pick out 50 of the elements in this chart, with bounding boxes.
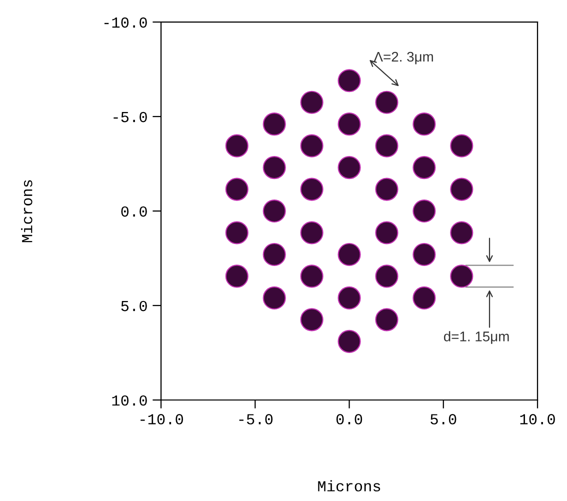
point [338, 112, 361, 136]
point [262, 242, 286, 266]
point [338, 69, 361, 92]
point [412, 199, 436, 223]
y-tick-label: 0.0 [121, 206, 147, 217]
x-tick-label: 5.0 [430, 414, 456, 424]
point [450, 264, 474, 288]
point [300, 264, 324, 288]
point [375, 264, 398, 288]
point [375, 134, 398, 158]
point [338, 330, 361, 353]
point [450, 221, 474, 244]
point [375, 308, 398, 332]
point [262, 156, 286, 180]
point [225, 134, 248, 158]
x-tick-label: 0.0 [336, 414, 362, 424]
x-tick-label: -10.0 [140, 414, 184, 424]
point [300, 90, 324, 114]
y-tick-label: -5.0 [114, 112, 147, 122]
x-tick-label: 10.0 [520, 414, 555, 424]
point [412, 156, 436, 180]
point [450, 134, 474, 158]
point [262, 112, 286, 136]
point [300, 308, 324, 332]
point [262, 199, 286, 223]
y-tick-label: 5.0 [121, 300, 147, 312]
point [412, 112, 436, 136]
point [300, 221, 324, 244]
y-axis-title: Microns [21, 180, 32, 242]
point [300, 178, 324, 201]
point [225, 264, 248, 288]
point [300, 134, 324, 158]
x-axis-title: Microns [318, 480, 380, 492]
point [412, 286, 436, 310]
point [338, 156, 361, 180]
point [375, 221, 398, 244]
point [225, 221, 248, 244]
point [375, 178, 398, 201]
x-tick-label: -5.0 [239, 414, 273, 424]
point [450, 178, 474, 201]
y-tick-label: 10.0 [112, 395, 147, 406]
point [225, 178, 248, 201]
annotation: Λ=2. 3μm [374, 52, 433, 64]
point [375, 90, 398, 114]
annotation: d=1. 15μm [444, 331, 509, 344]
point [338, 286, 361, 310]
y-tick-label: -10.0 [104, 17, 147, 28]
point [262, 286, 286, 310]
point [412, 242, 436, 266]
point [338, 242, 361, 266]
